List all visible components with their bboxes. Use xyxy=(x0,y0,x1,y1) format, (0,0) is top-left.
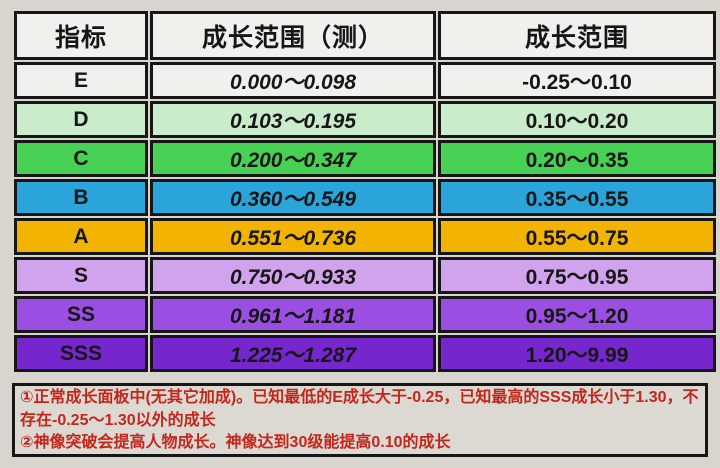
range-cell: 0.10～0.20 xyxy=(438,101,716,138)
table-body: E 0.000～0.098 -0.25～0.10 D 0.103～0.195 0.10～0… xyxy=(14,62,716,372)
measured-range-cell: 0.000～0.098 xyxy=(150,62,436,99)
footnote-2: ②神像突破会提高人物成长。神像达到30级能提高0.10的成长 xyxy=(20,434,451,452)
table-row: SSS 1.225～1.287 1.20～9.99 xyxy=(14,335,716,372)
measured-range-cell: 1.225～1.287 xyxy=(150,335,436,372)
table-row: E 0.000～0.098 -0.25～0.10 xyxy=(14,62,716,99)
table-row: A 0.551～0.736 0.55～0.75 xyxy=(14,218,716,255)
grade-cell: SSS xyxy=(14,335,148,372)
measured-range-cell: 0.961～1.181 xyxy=(150,296,436,333)
grade-cell: S xyxy=(14,257,148,294)
growth-range-table: 指标 成长范围（测） 成长范围 E 0.000～0.098 -0.25～0.10 D 0… xyxy=(12,9,718,374)
grade-cell: D xyxy=(14,101,148,138)
table-row: B 0.360～0.549 0.35～0.55 xyxy=(14,179,716,216)
header-range: 成长范围 xyxy=(438,11,716,60)
measured-range-cell: 0.551～0.736 xyxy=(150,218,436,255)
measured-range-cell: 0.360～0.549 xyxy=(150,179,436,216)
table-row: D 0.103～0.195 0.10～0.20 xyxy=(14,101,716,138)
measured-range-cell: 0.103～0.195 xyxy=(150,101,436,138)
range-cell: 0.35～0.55 xyxy=(438,179,716,216)
grade-cell: E xyxy=(14,62,148,99)
table-row: C 0.200～0.347 0.20～0.35 xyxy=(14,140,716,177)
table-row: SS 0.961～1.181 0.95～1.20 xyxy=(14,296,716,333)
table-row: S 0.750～0.933 0.75～0.95 xyxy=(14,257,716,294)
grade-cell: SS xyxy=(14,296,148,333)
grade-cell: A xyxy=(14,218,148,255)
range-cell: -0.25～0.10 xyxy=(438,62,716,99)
range-cell: 0.55～0.75 xyxy=(438,218,716,255)
range-cell: 0.20～0.35 xyxy=(438,140,716,177)
footnotes-box: ①正常成长面板中(无其它加成)。已知最低的E成长大于-0.25，已知最高的SSS… xyxy=(12,383,708,457)
range-cell: 0.95～1.20 xyxy=(438,296,716,333)
measured-range-cell: 0.200～0.347 xyxy=(150,140,436,177)
measured-range-cell: 0.750～0.933 xyxy=(150,257,436,294)
grade-cell: B xyxy=(14,179,148,216)
grade-cell: C xyxy=(14,140,148,177)
header-row: 指标 成长范围（测） 成长范围 xyxy=(14,11,716,60)
range-cell: 0.75～0.95 xyxy=(438,257,716,294)
header-grade: 指标 xyxy=(14,11,148,60)
table-header: 指标 成长范围（测） 成长范围 xyxy=(14,11,716,60)
range-cell: 1.20～9.99 xyxy=(438,335,716,372)
header-measured-range: 成长范围（测） xyxy=(150,11,436,60)
footnote-1: ①正常成长面板中(无其它加成)。已知最低的E成长大于-0.25，已知最高的SSS… xyxy=(20,389,699,429)
